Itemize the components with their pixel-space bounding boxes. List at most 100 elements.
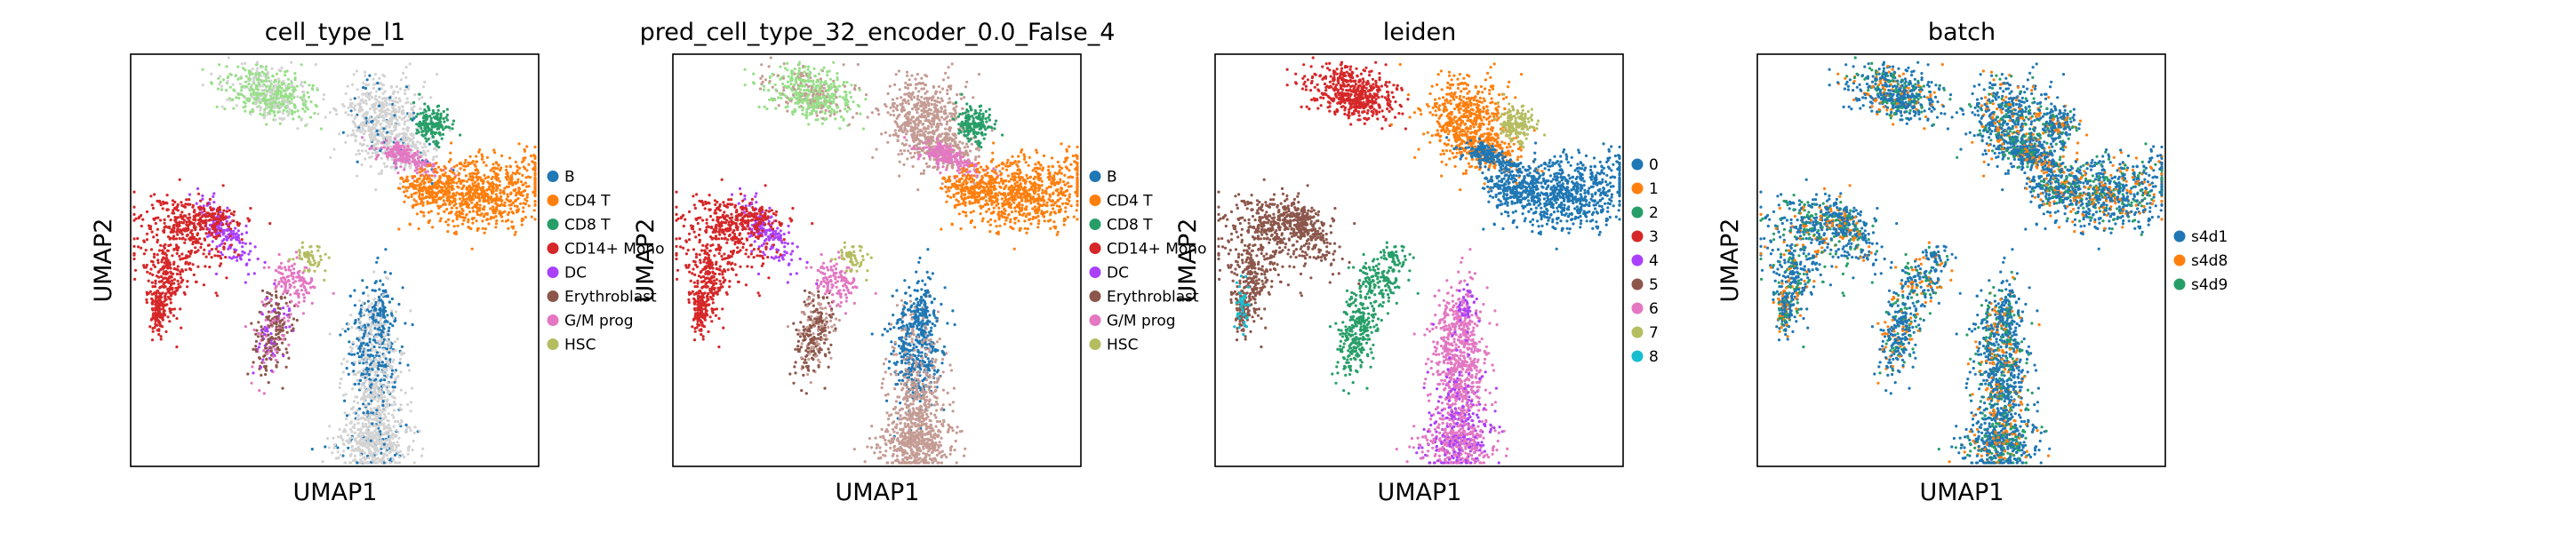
scatter-point (372, 389, 376, 393)
scatter-point (274, 337, 277, 340)
scatter-point (284, 74, 287, 77)
scatter-point (345, 366, 348, 370)
scatter-point (386, 338, 389, 342)
scatter-point (380, 87, 383, 91)
scatter-point (428, 122, 431, 125)
scatter-point (207, 219, 211, 222)
scatter-point (370, 399, 373, 402)
scatter-point (400, 345, 404, 348)
scatter-point (400, 353, 404, 356)
scatter-point (169, 311, 172, 314)
scatter-point (270, 99, 274, 103)
scatter-point (372, 362, 376, 366)
scatter-point (256, 92, 260, 96)
scatter-point (364, 123, 368, 128)
scatter-point (255, 85, 259, 89)
scatter-point (342, 357, 346, 361)
scatter-point (395, 84, 398, 89)
scatter-point (350, 326, 354, 330)
scatter-point (172, 203, 175, 206)
scatter-point (483, 198, 486, 202)
scatter-point (217, 212, 220, 216)
scatter-point (277, 282, 281, 286)
scatter-point (168, 307, 172, 311)
scatter-point (383, 270, 387, 274)
scatter-point (448, 129, 452, 132)
scatter-point (416, 112, 420, 115)
scatter-point (264, 68, 268, 71)
scatter-point (374, 418, 378, 421)
scatter-point (388, 424, 391, 427)
scatter-point (201, 194, 204, 197)
scatter-point (494, 214, 498, 219)
scatter-point (476, 227, 480, 230)
scatter-point (373, 324, 377, 328)
scatter-point (375, 351, 380, 354)
scatter-point (494, 161, 498, 164)
scatter-point (132, 190, 136, 194)
scatter-point (422, 214, 426, 218)
scatter-point (513, 204, 517, 208)
scatter-point (236, 253, 240, 257)
scatter-point (175, 221, 180, 225)
scatter-point (244, 224, 248, 227)
scatter-point (281, 386, 284, 390)
scatter-point (430, 174, 434, 178)
scatter-point (214, 236, 218, 241)
scatter-point (224, 255, 228, 259)
scatter-point (352, 373, 356, 377)
scatter-point (362, 350, 365, 354)
scatter-point (173, 216, 177, 219)
scatter-point (165, 194, 169, 197)
scatter-point (286, 305, 290, 308)
scatter-point (525, 169, 529, 172)
scatter-point (356, 434, 360, 437)
scatter-point (319, 258, 323, 261)
scatter-point (396, 450, 400, 454)
scatter-point (259, 106, 263, 109)
scatter-point (514, 198, 517, 203)
scatter-point (302, 98, 306, 101)
scatter-point (370, 322, 373, 326)
scatter-point (505, 165, 508, 169)
scatter-point (166, 266, 170, 270)
scatter-point (348, 98, 353, 101)
scatter-point (460, 192, 463, 195)
scatter-point (399, 165, 403, 169)
scatter-point (397, 302, 401, 306)
scatter-point (527, 163, 531, 166)
scatter-point (416, 150, 420, 154)
scatter-point (159, 335, 163, 338)
scatter-point (214, 247, 218, 251)
scatter-point (397, 110, 401, 114)
scatter-point (371, 422, 374, 426)
scatter-point (392, 458, 396, 462)
scatter-point (419, 202, 422, 205)
scatter-point (348, 294, 352, 298)
scatter-point (300, 245, 304, 249)
scatter-point (436, 171, 439, 174)
scatter-point (297, 300, 300, 305)
scatter-point (384, 425, 388, 429)
scatter-point (271, 96, 275, 99)
scatter-point (156, 310, 160, 314)
scatter-point (338, 427, 341, 431)
scatter-point (308, 281, 312, 284)
scatter-point (492, 163, 495, 166)
scatter-point (293, 280, 297, 283)
scatter-point (429, 96, 433, 99)
scatter-point (378, 459, 381, 463)
scatter-point (442, 193, 445, 196)
scatter-point (265, 65, 268, 68)
scatter-point (348, 437, 352, 441)
scatter-point (352, 426, 356, 430)
scatter-point (173, 200, 177, 204)
scatter-point (293, 76, 297, 80)
scatter-point (445, 174, 449, 179)
scatter-point (409, 429, 412, 433)
scatter-point (150, 297, 154, 300)
scatter-point (251, 365, 254, 369)
scatter-point (379, 413, 382, 417)
scatter-point (303, 81, 307, 84)
scatter-point (260, 373, 263, 377)
